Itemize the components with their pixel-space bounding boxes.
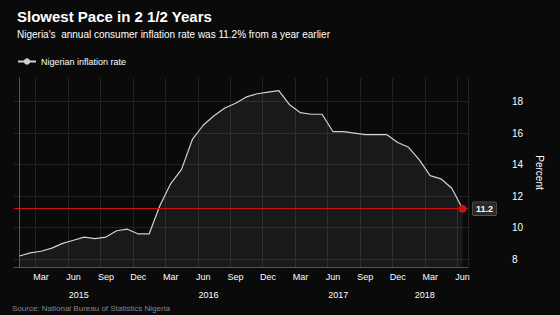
svg-text:16: 16 — [512, 128, 524, 139]
svg-text:Sep: Sep — [228, 272, 244, 282]
svg-text:Jun: Jun — [66, 272, 81, 282]
svg-text:10: 10 — [512, 222, 524, 233]
svg-text:11.2: 11.2 — [476, 204, 493, 214]
svg-text:14: 14 — [512, 159, 524, 170]
svg-text:2015: 2015 — [69, 290, 89, 300]
svg-text:Jun: Jun — [326, 272, 341, 282]
svg-text:Mar: Mar — [293, 272, 309, 282]
svg-text:2018: 2018 — [415, 290, 435, 300]
svg-text:8: 8 — [512, 254, 518, 265]
svg-text:Mar: Mar — [33, 272, 49, 282]
svg-text:18: 18 — [512, 96, 524, 107]
svg-text:Nigerian inflation rate: Nigerian inflation rate — [41, 57, 126, 67]
svg-text:Sep: Sep — [98, 272, 114, 282]
svg-text:Nigeria's annual consumer inf: Nigeria's annual consumer inflation rate… — [17, 29, 331, 40]
svg-text:Percent: Percent — [534, 155, 545, 190]
svg-text:2016: 2016 — [199, 290, 219, 300]
svg-text:Slowest Pace in 2 1/2 Years: Slowest Pace in 2 1/2 Years — [17, 8, 212, 25]
svg-text:12: 12 — [512, 191, 524, 202]
svg-text:2017: 2017 — [328, 290, 348, 300]
svg-text:Dec: Dec — [390, 272, 407, 282]
svg-text:Mar: Mar — [163, 272, 179, 282]
svg-text:Source: National Bureau of Sta: Source: National Bureau of Statistics Ni… — [12, 304, 170, 313]
svg-text:Sep: Sep — [357, 272, 373, 282]
svg-text:Dec: Dec — [260, 272, 277, 282]
svg-text:Jun: Jun — [455, 272, 470, 282]
svg-text:Jun: Jun — [196, 272, 211, 282]
svg-text:Dec: Dec — [130, 272, 147, 282]
svg-text:Mar: Mar — [422, 272, 438, 282]
